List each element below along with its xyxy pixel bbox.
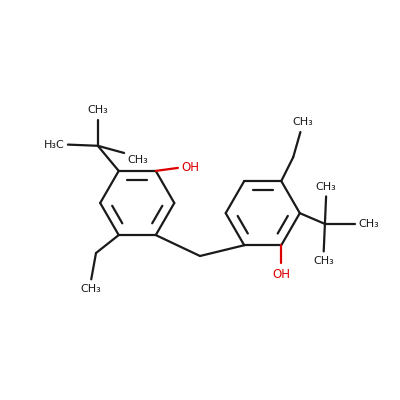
Text: OH: OH bbox=[181, 162, 199, 174]
Text: CH₃: CH₃ bbox=[292, 117, 313, 127]
Text: OH: OH bbox=[272, 268, 290, 281]
Text: CH₃: CH₃ bbox=[128, 155, 148, 165]
Text: CH₃: CH₃ bbox=[88, 105, 108, 115]
Text: H₃C: H₃C bbox=[44, 140, 64, 150]
Text: CH₃: CH₃ bbox=[81, 284, 102, 294]
Text: CH₃: CH₃ bbox=[313, 256, 334, 266]
Text: CH₃: CH₃ bbox=[316, 182, 336, 192]
Text: CH₃: CH₃ bbox=[358, 219, 379, 229]
